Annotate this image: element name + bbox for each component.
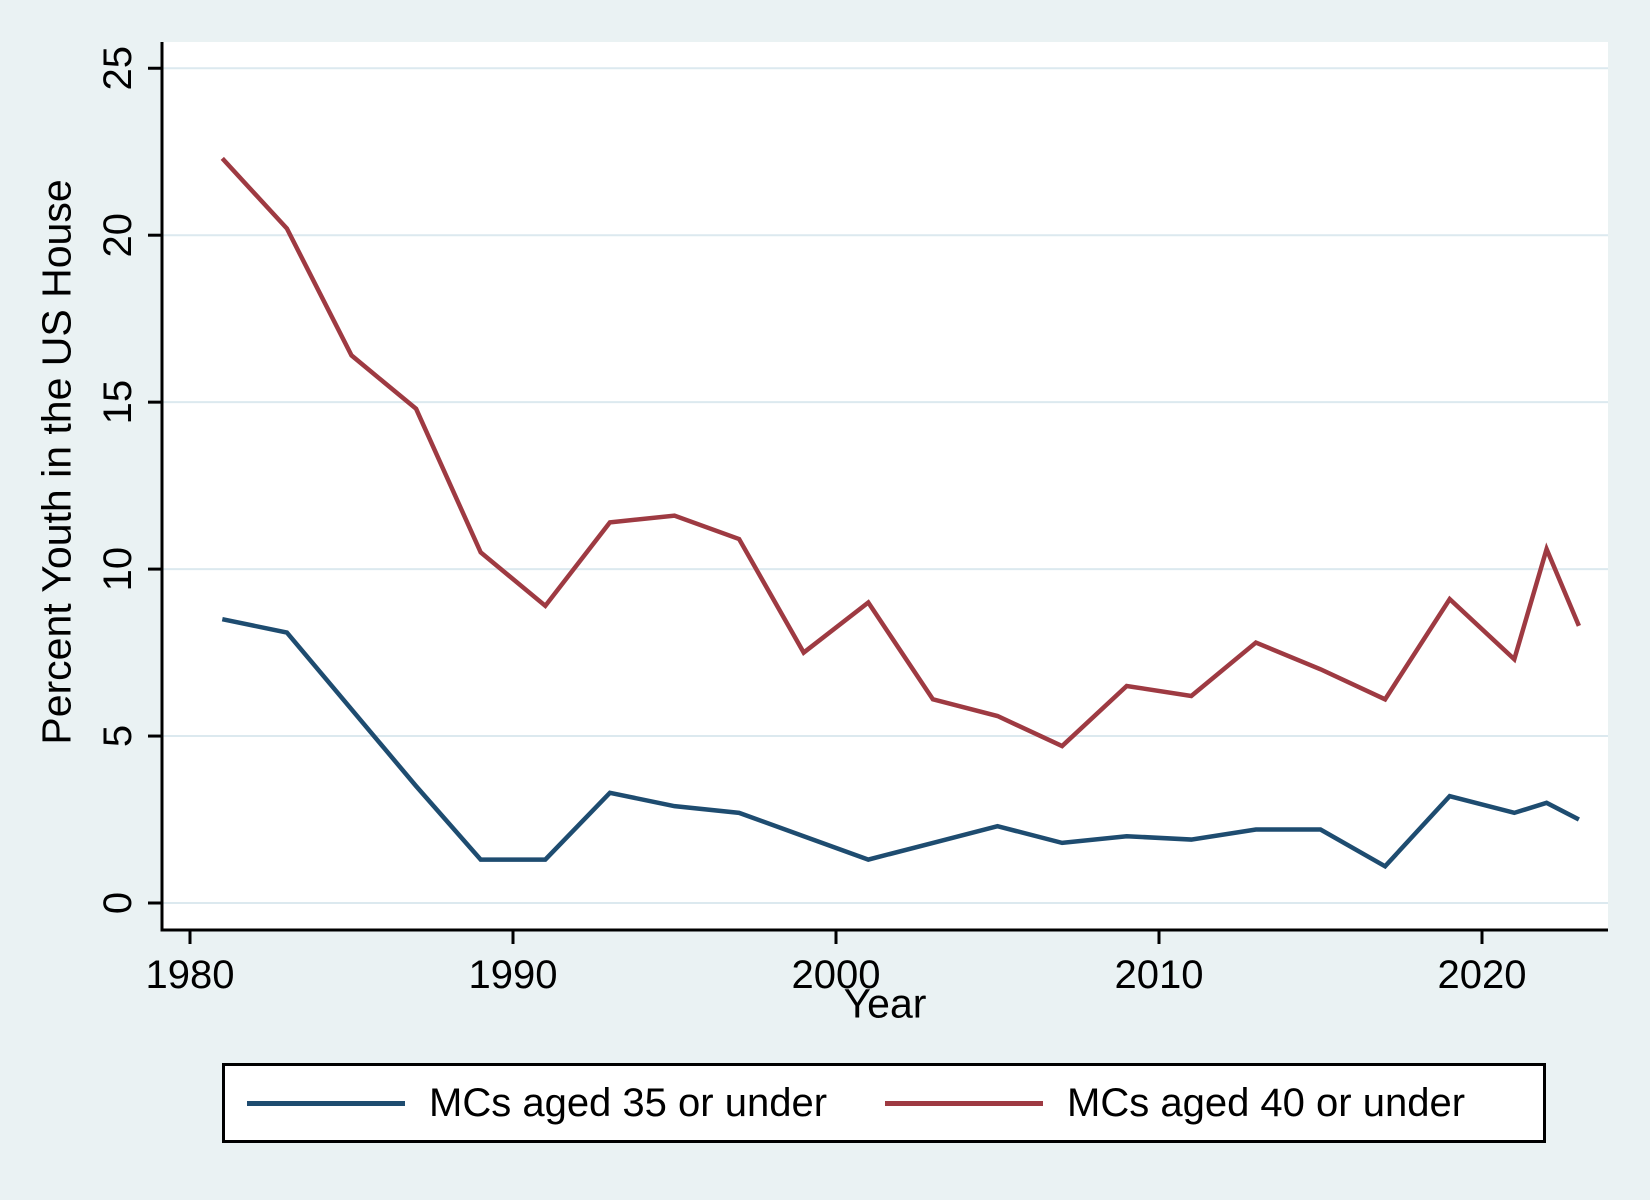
series-line-mcs-40 xyxy=(220,156,1581,749)
legend-label-mcs-35: MCs aged 35 or under xyxy=(429,1080,828,1125)
y-tick-label-25: 25 xyxy=(96,46,140,91)
y-tick-label-20: 20 xyxy=(96,213,140,258)
y-tick-label-0: 0 xyxy=(96,892,140,914)
y-tick-label-15: 15 xyxy=(96,380,140,425)
x-tick-label-2000: 2000 xyxy=(792,953,881,997)
legend-entry-mcs-35: MCs aged 35 or under xyxy=(247,1081,827,1126)
y-tick-label-10: 10 xyxy=(96,547,140,592)
series-line-mcs-35 xyxy=(221,616,1580,870)
x-tick-label-2020: 2020 xyxy=(1438,953,1527,997)
y-axis-title: Percent Youth in the US House xyxy=(33,179,80,745)
x-tick-label-2010: 2010 xyxy=(1115,953,1204,997)
plot-area xyxy=(162,42,1608,930)
legend-line-swatch-mcs-40 xyxy=(885,1100,1044,1106)
legend-label-mcs-40: MCs aged 40 or under xyxy=(1067,1080,1466,1125)
x-tick-label-1980: 1980 xyxy=(146,953,235,997)
chart-legend: MCs aged 35 or under MCs aged 40 or unde… xyxy=(222,1063,1546,1143)
x-tick-label-1990: 1990 xyxy=(469,953,558,997)
legend-line-swatch-mcs-35 xyxy=(247,1100,405,1106)
x-axis-title: Year xyxy=(843,980,927,1027)
legend-entry-mcs-40: MCs aged 40 or under xyxy=(885,1081,1465,1126)
y-tick-label-5: 5 xyxy=(96,725,140,747)
